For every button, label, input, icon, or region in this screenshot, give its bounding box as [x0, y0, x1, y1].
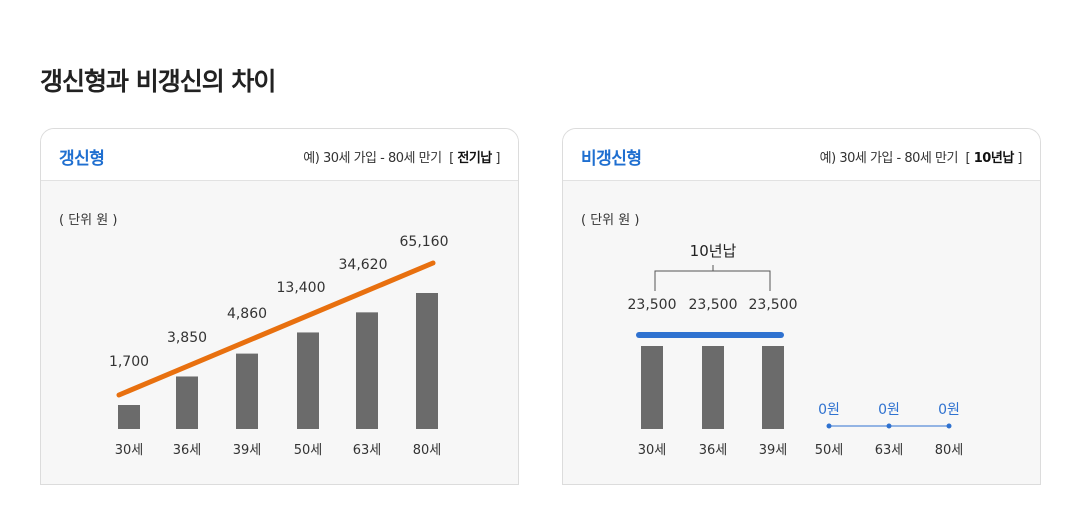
tick-label: 36세 [173, 443, 202, 458]
unit-label: ( 단위 원 ) [581, 213, 640, 228]
card-desc-text: 예) 30세 가입 - 80세 만기 [303, 151, 442, 166]
bar [416, 293, 438, 429]
bar [297, 332, 319, 429]
data-label: 13,400 [277, 280, 326, 296]
page-title: 갱신형과 비갱신의 차이 [40, 67, 276, 96]
card-description: 예) 30세 가입 - 80세 만기 [ 10년납 ] [819, 147, 1023, 166]
unit-label: ( 단위 원 ) [59, 213, 118, 228]
tick-label: 80세 [413, 443, 442, 458]
card-header: 비갱신형 예) 30세 가입 - 80세 만기 [ 10년납 ] [563, 129, 1040, 181]
tick-label: 80세 [935, 443, 964, 458]
data-label: 0원 [878, 402, 900, 418]
tick-label: 30세 [115, 443, 144, 458]
pay-type-bracket: [ 전기납 ] [449, 151, 500, 166]
bar [236, 353, 258, 429]
data-label: 23,500 [628, 297, 677, 313]
data-label: 65,160 [400, 234, 449, 250]
bar [641, 346, 663, 429]
bar [702, 346, 724, 429]
tick-label: 36세 [699, 443, 728, 458]
bar [176, 376, 198, 429]
pay-type-bracket: [ 10년납 ] [965, 151, 1023, 166]
card-title: 비갱신형 [581, 149, 642, 169]
bar [356, 312, 378, 429]
bar [118, 405, 140, 429]
renewable-chart: 30세 36세 39세 50세 63세 80세 1,700 3,850 4,860 13,400 3… [109, 234, 449, 458]
non-renewable-card: 비갱신형 예) 30세 가입 - 80세 만기 [ 10년납 ] ( 단위 원 … [562, 128, 1041, 485]
card-title: 갱신형 [59, 149, 105, 169]
bracket-label: 10년납 [690, 242, 737, 260]
data-label: 23,500 [749, 297, 798, 313]
data-label: 34,620 [339, 257, 388, 273]
bar [762, 346, 784, 429]
pay-type: 전기납 [457, 151, 492, 166]
tick-label: 50세 [294, 443, 323, 458]
data-label: 0원 [938, 402, 960, 418]
data-label: 23,500 [689, 297, 738, 313]
card-header: 갱신형 예) 30세 가입 - 80세 만기 [ 전기납 ] [41, 129, 518, 181]
data-label: 1,700 [109, 354, 149, 370]
tick-label: 50세 [815, 443, 844, 458]
data-label: 0원 [818, 402, 840, 418]
tick-label: 30세 [638, 443, 667, 458]
trend-line [116, 260, 436, 398]
renewable-card: 갱신형 예) 30세 가입 - 80세 만기 [ 전기납 ] ( 단위 원 ) … [40, 128, 519, 485]
pay-type: 10년납 [973, 151, 1015, 166]
data-label: 3,850 [167, 330, 207, 346]
non-renewable-chart: 23,500 30세 23,500 36세 23,500 39세 0원 50세 0원 63세 0원 8… [628, 242, 964, 458]
bracket [654, 265, 771, 291]
tick-label: 39세 [759, 443, 788, 458]
tick-label: 39세 [233, 443, 262, 458]
tick-label: 63세 [875, 443, 904, 458]
card-desc-text: 예) 30세 가입 - 80세 만기 [819, 151, 959, 166]
data-label: 4,860 [227, 306, 267, 322]
card-description: 예) 30세 가입 - 80세 만기 [ 전기납 ] [303, 147, 500, 166]
tick-label: 63세 [353, 443, 382, 458]
